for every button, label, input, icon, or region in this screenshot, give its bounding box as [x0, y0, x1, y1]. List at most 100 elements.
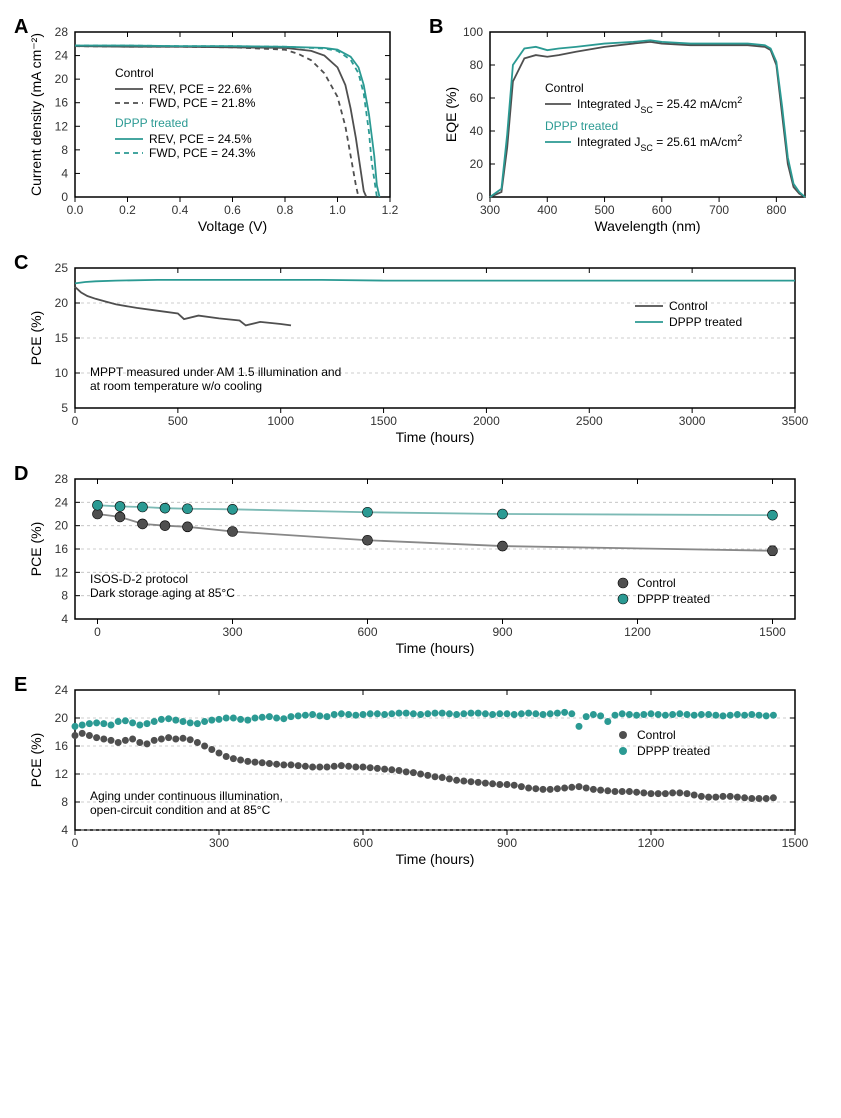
svg-text:500: 500: [595, 203, 615, 217]
svg-text:0.6: 0.6: [224, 203, 241, 217]
svg-text:Aging under continuous illumin: Aging under continuous illumination,: [90, 789, 283, 803]
svg-text:0.4: 0.4: [172, 203, 189, 217]
svg-text:20: 20: [55, 711, 69, 725]
chart-a: 0.0 0.2 0.4 0.6 0.8 1.0 1.2 0 4 8 12 16 20 24 28 Voltag…: [20, 20, 405, 240]
svg-text:1.2: 1.2: [382, 203, 399, 217]
svg-text:8: 8: [61, 795, 68, 809]
svg-text:ISOS-D-2 protocol: ISOS-D-2 protocol: [90, 572, 188, 586]
svg-text:DPPP treated: DPPP treated: [115, 116, 188, 130]
svg-text:20: 20: [55, 296, 69, 310]
svg-text:Current density (mA cm⁻²): Current density (mA cm⁻²): [28, 33, 44, 196]
svg-text:600: 600: [357, 625, 377, 639]
svg-text:0: 0: [476, 190, 483, 204]
svg-text:15: 15: [55, 331, 69, 345]
svg-text:Integrated JSC = 25.61 mA/cm2: Integrated JSC = 25.61 mA/cm2: [577, 133, 742, 153]
svg-text:0.2: 0.2: [119, 203, 136, 217]
svg-text:500: 500: [168, 414, 188, 428]
svg-text:DPPP treated: DPPP treated: [637, 744, 710, 758]
svg-text:900: 900: [497, 836, 517, 850]
svg-text:open-circuit condition and at: open-circuit condition and at 85°C: [90, 803, 271, 817]
svg-text:0: 0: [94, 625, 101, 639]
svg-text:24: 24: [55, 683, 69, 697]
svg-text:3500: 3500: [782, 414, 809, 428]
svg-text:10: 10: [55, 366, 69, 380]
panel-e: E 0300600900120015004812162024Time (hour…: [20, 678, 820, 873]
svg-text:1500: 1500: [370, 414, 397, 428]
svg-text:0: 0: [72, 836, 79, 850]
svg-text:28: 28: [55, 25, 69, 39]
svg-text:4: 4: [61, 823, 68, 837]
svg-text:Time (hours): Time (hours): [396, 640, 475, 656]
svg-text:0.0: 0.0: [67, 203, 84, 217]
svg-text:40: 40: [470, 124, 484, 138]
panel-c: C 0500100015002000250030003500510152025T…: [20, 256, 820, 451]
chart-e: 0300600900120015004812162024Time (hours)…: [20, 678, 820, 873]
panel-b-label: B: [429, 16, 443, 39]
svg-text:PCE (%): PCE (%): [28, 311, 44, 365]
svg-text:0.8: 0.8: [277, 203, 294, 217]
svg-text:400: 400: [537, 203, 557, 217]
panel-d-label: D: [14, 463, 28, 486]
svg-text:1000: 1000: [267, 414, 294, 428]
figure-container: A 0.00.20.40.60.81.01.20481216202428Volt…: [20, 20, 820, 873]
svg-text:24: 24: [55, 49, 69, 63]
svg-text:16: 16: [55, 96, 69, 110]
svg-text:MPPT measured under AM 1.5 ill: MPPT measured under AM 1.5 illumination …: [90, 365, 341, 379]
svg-text:16: 16: [55, 739, 69, 753]
row-ab: A 0.00.20.40.60.81.01.20481216202428Volt…: [20, 20, 820, 240]
svg-text:20: 20: [55, 72, 69, 86]
svg-text:Time (hours): Time (hours): [396, 851, 475, 867]
svg-text:700: 700: [709, 203, 729, 217]
svg-text:DPPP treated: DPPP treated: [669, 315, 742, 329]
svg-text:300: 300: [209, 836, 229, 850]
panel-a-label: A: [14, 16, 28, 39]
svg-text:Wavelength (nm): Wavelength (nm): [594, 218, 700, 234]
chart-b: 300400500600700800020406080100Wavelength…: [435, 20, 820, 240]
svg-text:2000: 2000: [473, 414, 500, 428]
svg-text:Dark storage aging at 85°C: Dark storage aging at 85°C: [90, 586, 235, 600]
svg-text:Control: Control: [637, 728, 676, 742]
svg-text:600: 600: [652, 203, 672, 217]
svg-text:Integrated JSC = 25.42 mA/cm2: Integrated JSC = 25.42 mA/cm2: [577, 95, 742, 115]
svg-text:1.0: 1.0: [329, 203, 346, 217]
svg-text:12: 12: [55, 119, 69, 133]
svg-text:8: 8: [61, 143, 68, 157]
svg-text:PCE (%): PCE (%): [28, 733, 44, 787]
svg-text:FWD, PCE = 21.8%: FWD, PCE = 21.8%: [149, 96, 256, 110]
svg-text:REV, PCE = 22.6%: REV, PCE = 22.6%: [149, 82, 252, 96]
svg-text:900: 900: [492, 625, 512, 639]
svg-text:4: 4: [61, 166, 68, 180]
svg-text:Voltage (V): Voltage (V): [198, 218, 267, 234]
svg-text:at room temperature w/o coolin: at room temperature w/o cooling: [90, 379, 262, 393]
panel-e-label: E: [14, 674, 27, 697]
svg-text:3000: 3000: [679, 414, 706, 428]
svg-text:EQE (%): EQE (%): [443, 87, 459, 142]
svg-text:60: 60: [470, 91, 484, 105]
svg-text:16: 16: [55, 542, 69, 556]
svg-text:300: 300: [222, 625, 242, 639]
svg-text:12: 12: [55, 767, 69, 781]
svg-text:4: 4: [61, 612, 68, 626]
svg-text:Control: Control: [669, 299, 708, 313]
svg-text:1500: 1500: [782, 836, 809, 850]
chart-c: 0500100015002000250030003500510152025Tim…: [20, 256, 820, 451]
svg-text:5: 5: [61, 401, 68, 415]
svg-text:24: 24: [55, 495, 69, 509]
svg-text:PCE (%): PCE (%): [28, 522, 44, 576]
svg-text:600: 600: [353, 836, 373, 850]
svg-text:80: 80: [470, 58, 484, 72]
svg-text:300: 300: [480, 203, 500, 217]
chart-d: 030060090012001500481216202428Time (hour…: [20, 467, 820, 662]
svg-text:Control: Control: [637, 576, 676, 590]
svg-text:20: 20: [470, 157, 484, 171]
svg-text:REV, PCE = 24.5%: REV, PCE = 24.5%: [149, 132, 252, 146]
svg-text:2500: 2500: [576, 414, 603, 428]
panel-a: A 0.00.20.40.60.81.01.20481216202428Volt…: [20, 20, 405, 240]
svg-text:DPPP treated: DPPP treated: [637, 592, 710, 606]
svg-text:DPPP treated: DPPP treated: [545, 119, 618, 133]
svg-text:0: 0: [72, 414, 79, 428]
panel-d: D 030060090012001500481216202428Time (ho…: [20, 467, 820, 662]
svg-text:Time (hours): Time (hours): [396, 429, 475, 445]
svg-text:1200: 1200: [624, 625, 651, 639]
svg-text:0: 0: [61, 190, 68, 204]
